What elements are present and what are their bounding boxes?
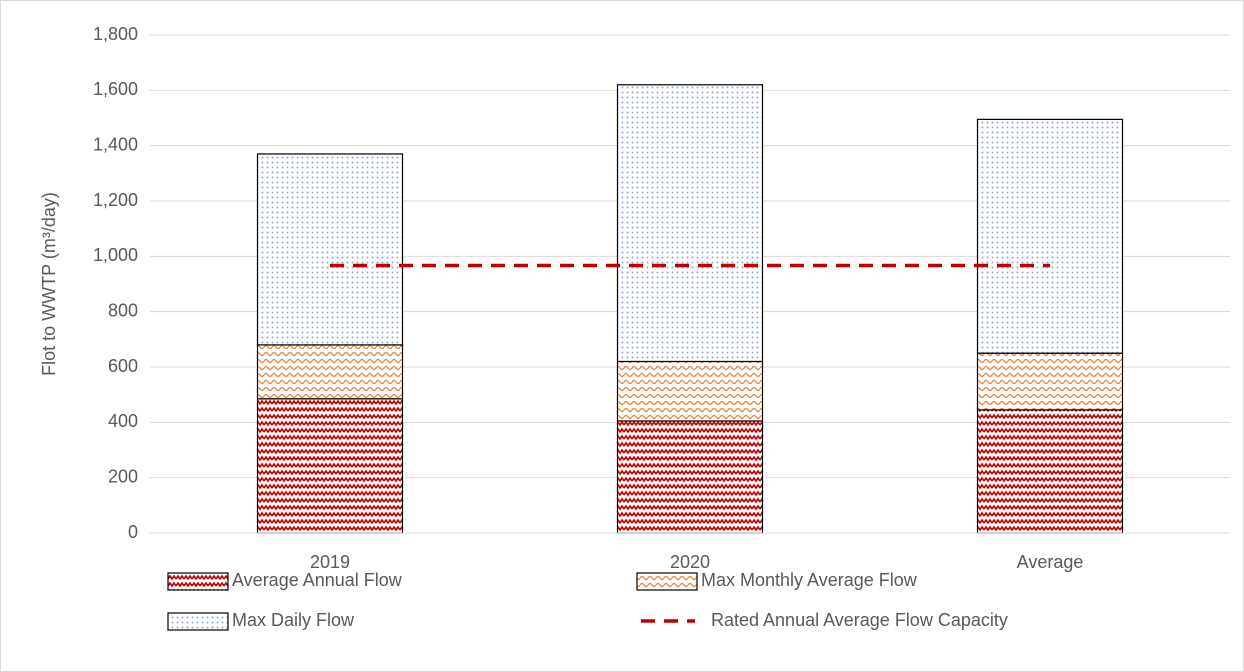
legend-swatch — [636, 572, 698, 591]
bar-segment — [256, 153, 404, 346]
bar-segment — [616, 420, 764, 534]
x-tick-label: 2020 — [670, 552, 710, 572]
y-tick-label: 800 — [108, 300, 138, 320]
legend-label: Max Daily Flow — [232, 610, 355, 630]
bar-segment — [976, 409, 1124, 534]
bar-segment — [976, 118, 1124, 354]
y-tick-label: 600 — [108, 356, 138, 376]
y-tick-label: 1,200 — [93, 190, 138, 210]
bar-segment — [616, 84, 764, 363]
bar-segment — [256, 398, 404, 534]
legend-label: Max Monthly Average Flow — [701, 570, 918, 590]
bar-segment — [976, 352, 1124, 411]
y-tick-label: 1,600 — [93, 79, 138, 99]
legend-swatch — [167, 572, 229, 591]
legend-label: Rated Annual Average Flow Capacity — [711, 610, 1008, 630]
y-tick-label: 1,000 — [93, 245, 138, 265]
y-tick-label: 400 — [108, 411, 138, 431]
x-tick-label: 2019 — [310, 552, 350, 572]
y-axis-label: Flot to WWTP (m³/day) — [39, 192, 59, 376]
legend-label: Average Annual Flow — [232, 570, 403, 590]
bar-segment — [616, 360, 764, 422]
y-tick-label: 1,800 — [93, 24, 138, 44]
x-tick-label: Average — [1017, 552, 1084, 572]
y-tick-label: 200 — [108, 466, 138, 486]
legend-swatch — [167, 612, 229, 631]
y-tick-label: 1,400 — [93, 134, 138, 154]
bar-segment — [256, 344, 404, 400]
y-tick-label: 0 — [128, 522, 138, 542]
